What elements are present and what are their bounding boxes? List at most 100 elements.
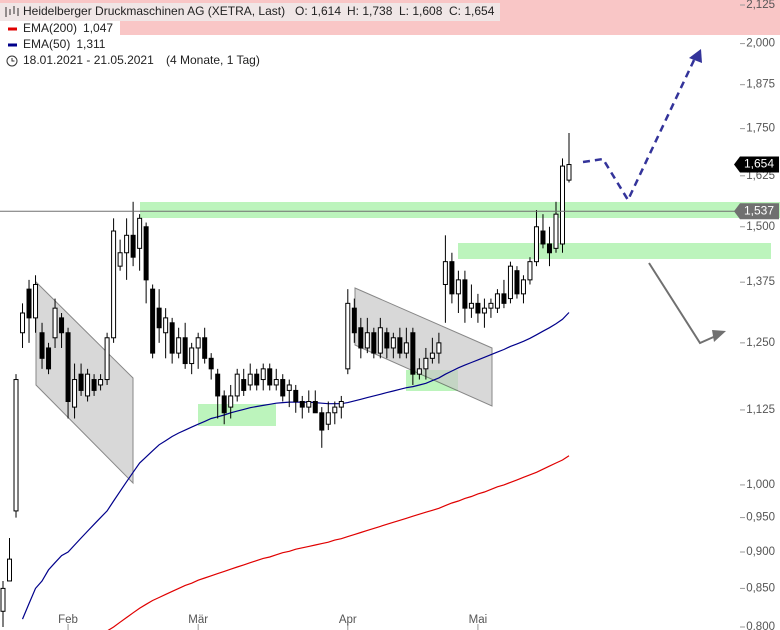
candle-body: [436, 342, 442, 354]
candle-body: [293, 389, 299, 402]
candle-body: [468, 302, 474, 309]
candle-body: [488, 302, 494, 309]
candle-body: [189, 347, 195, 365]
candle-body: [150, 288, 156, 354]
candle-body: [254, 373, 260, 386]
zone: [140, 202, 780, 218]
candle-body: [494, 293, 500, 309]
y-tick-label: 1,000: [746, 479, 775, 491]
candle-body: [507, 265, 513, 300]
candle-body: [384, 332, 390, 349]
candle-body: [111, 230, 117, 339]
candle-body: [429, 352, 435, 359]
y-tick-label: 0,800: [746, 621, 775, 630]
candle-body: [59, 317, 65, 334]
candle-body: [33, 283, 39, 319]
date-range: 18.01.2021 - 21.05.2021: [23, 53, 154, 67]
candle-body: [299, 400, 305, 408]
candle-body: [371, 332, 377, 354]
y-tick-label: 0,900: [746, 546, 775, 558]
candle-body: [358, 327, 364, 349]
candle-body: [377, 327, 383, 354]
candle-body: [559, 165, 565, 245]
candle-body: [202, 337, 208, 359]
ohlc-label: C: 1,654: [449, 4, 495, 18]
y-tick-label: 1,875: [746, 79, 775, 91]
period: (4 Monate, 1 Tag): [166, 53, 260, 67]
x-tick-label: Feb: [58, 614, 78, 626]
ema-line: [107, 455, 570, 630]
candle-body: [85, 373, 91, 397]
candle-body: [228, 395, 234, 408]
forecast-arrow: [648, 262, 719, 345]
candle-body: [7, 558, 13, 582]
candle-body: [20, 312, 26, 334]
candle-body: [553, 213, 559, 249]
candle-body: [462, 279, 468, 309]
candle-body: [312, 400, 318, 414]
candle-body: [130, 234, 136, 258]
candle-body: [306, 400, 312, 408]
candle-body: [325, 412, 331, 425]
candle-body: [319, 412, 325, 431]
candle-body: [416, 368, 422, 375]
candle-body: [455, 279, 461, 295]
candle-body: [52, 307, 58, 339]
candle-body: [514, 270, 520, 295]
y-tick-label: 2,000: [746, 38, 775, 50]
candle-body: [65, 332, 71, 402]
candle-body: [46, 347, 52, 370]
candle-body: [442, 261, 448, 285]
candle-body: [98, 379, 104, 386]
candle-body: [280, 379, 286, 397]
candle-body: [195, 337, 201, 349]
candle-body: [338, 400, 344, 408]
ohlc-label: H: 1,738: [347, 4, 393, 18]
candle-body: [345, 302, 351, 370]
candle-body: [247, 373, 253, 386]
candle-body: [117, 252, 123, 267]
candle-body: [423, 357, 429, 370]
candle-body: [267, 368, 273, 386]
arrow-head: [689, 49, 702, 63]
candle-body: [501, 293, 507, 304]
candle-body: [72, 379, 78, 408]
candle-body: [0, 587, 6, 612]
legend-label: EMA(200): [23, 21, 77, 35]
candle-body: [540, 230, 546, 245]
y-tick-label: 0,950: [746, 512, 775, 524]
candle-body: [273, 379, 279, 386]
arrow-head: [712, 330, 726, 342]
candle-body: [533, 226, 539, 263]
candle-body: [241, 379, 247, 391]
ohlc-label: O: 1,614: [295, 4, 341, 18]
candle-body: [156, 307, 162, 329]
candle-body: [26, 288, 32, 319]
candle-body: [143, 226, 149, 281]
candle-body: [520, 279, 526, 295]
candle-body: [124, 234, 130, 254]
candle-body: [410, 332, 416, 375]
candle-body: [390, 337, 396, 349]
clock-icon: [6, 55, 18, 67]
price-marker: [734, 156, 779, 173]
y-tick-label: 2,125: [746, 0, 775, 11]
candle-body: [364, 332, 370, 349]
legend-value: 1,311: [76, 37, 105, 51]
candle-body: [351, 307, 357, 334]
title: Heidelberger Druckmaschinen AG (XETRA, L…: [23, 4, 285, 18]
price-marker-label: 1,654: [744, 157, 774, 171]
price-marker-label: 1,537: [744, 203, 774, 217]
candle-body: [286, 384, 292, 391]
candle-body: [39, 332, 45, 359]
x-tick-label: Apr: [339, 614, 357, 626]
candle-body: [91, 379, 97, 391]
candle-body: [566, 164, 572, 181]
candle-body: [163, 317, 169, 334]
candle-body: [397, 337, 403, 354]
candle-body: [182, 337, 188, 365]
candle-body: [260, 368, 266, 381]
legend-label: EMA(50): [23, 37, 70, 51]
candle-body: [137, 217, 143, 249]
